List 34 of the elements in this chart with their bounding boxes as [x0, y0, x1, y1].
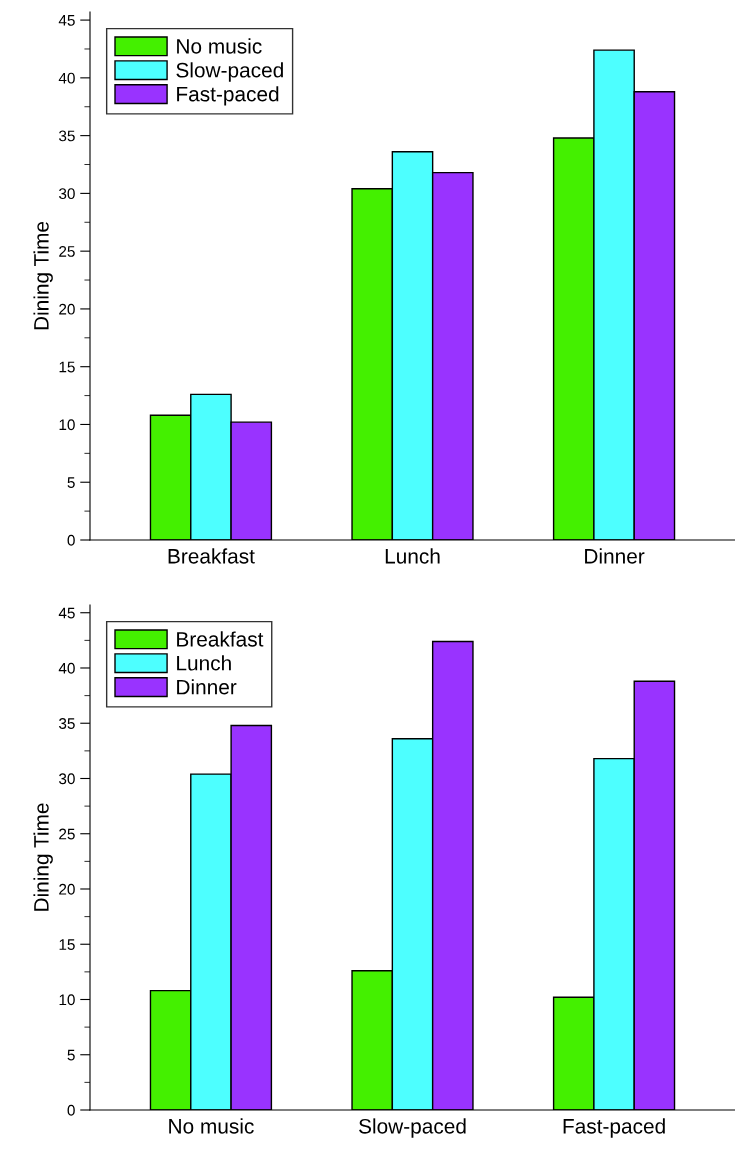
y-tick-label: 0: [67, 534, 75, 546]
x-tick-label: Breakfast: [168, 548, 255, 564]
legend-label: No music: [177, 38, 262, 54]
x-tick-label: Lunch: [385, 548, 440, 564]
y-tick-label: 20: [59, 883, 75, 895]
y-tick-label: 45: [58, 607, 75, 619]
y-tick-label: 30: [59, 188, 75, 200]
legend-label: Dinner: [177, 679, 237, 695]
y-tick-label: 15: [59, 361, 75, 373]
legend-label: Lunch: [177, 655, 231, 671]
y-tick-label: 30: [59, 773, 75, 785]
x-tick-label: Fast-paced: [563, 1118, 665, 1138]
y-tick-label: 20: [59, 303, 75, 315]
y-axis-title: Dining Time: [33, 221, 53, 330]
y-tick-label: 15: [59, 939, 75, 950]
y-tick-label: 5: [67, 477, 75, 488]
y-tick-label: 40: [58, 662, 75, 674]
y-tick-label: 45: [58, 15, 75, 26]
y-tick-label: 25: [59, 246, 75, 257]
x-tick-label: Dinner: [585, 548, 645, 564]
legend-label: Fast-paced: [177, 86, 279, 106]
x-tick-label: Slow-paced: [359, 1118, 466, 1138]
y-tick-label: 10: [59, 994, 75, 1006]
y-tick-label: 40: [58, 72, 75, 84]
y-tick-label: 35: [59, 130, 75, 142]
y-tick-label: 25: [59, 828, 75, 840]
legend-label: Breakfast: [177, 631, 264, 647]
y-tick-label: 5: [67, 1049, 75, 1061]
y-tick-label: 35: [59, 718, 75, 729]
x-tick-label: No music: [169, 1118, 254, 1134]
y-tick-label: 10: [59, 419, 75, 431]
y-tick-label: 0: [67, 1104, 75, 1116]
y-axis-title: Dining Time: [33, 803, 53, 911]
legend-label: Slow-paced: [176, 62, 283, 82]
